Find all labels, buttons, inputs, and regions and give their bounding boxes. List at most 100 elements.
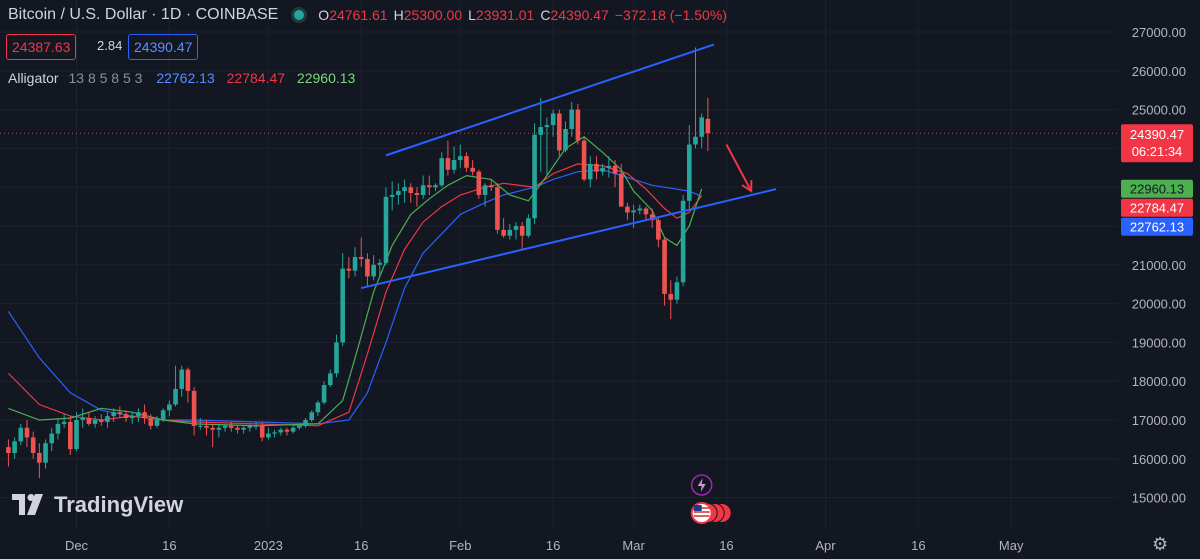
candle-body — [303, 420, 308, 426]
candle-body — [600, 167, 605, 172]
candle-body — [327, 373, 333, 386]
candle-body — [402, 187, 407, 192]
candle — [618, 163, 624, 207]
candle — [290, 425, 296, 434]
last-price-value: 24390.47 — [1130, 127, 1184, 142]
candle — [241, 425, 246, 434]
candle-body — [365, 258, 370, 277]
open-value: 24761.61 — [329, 7, 388, 23]
candle — [80, 408, 85, 428]
candle — [61, 414, 67, 428]
candle-body — [55, 423, 61, 434]
candle — [687, 125, 692, 211]
indicator-legend-alligator[interactable]: Alligator 13 8 5 8 5 3 22762.13 22784.47… — [8, 70, 355, 86]
arrow-head[interactable] — [741, 180, 753, 193]
candle — [185, 367, 191, 403]
x-axis[interactable]: Dec 16 2023 16 Feb 16 Mar 16 Apr 16 May — [65, 538, 1024, 553]
last-price-label — [1121, 124, 1193, 163]
candle-body — [519, 226, 525, 236]
jaw-price-value: 22762.13 — [1130, 220, 1184, 235]
drawings[interactable] — [361, 43, 777, 290]
candle-body — [371, 264, 376, 277]
candle — [668, 280, 674, 320]
candle — [637, 204, 643, 215]
candle — [105, 412, 110, 428]
candle — [680, 194, 686, 287]
candle-body — [470, 167, 475, 172]
candle — [12, 437, 17, 459]
alligator-lines — [7, 136, 703, 427]
candle — [117, 406, 123, 419]
lightning-icon[interactable] — [690, 474, 713, 496]
candle-body — [216, 427, 222, 430]
ohlc-open: O24761.61 — [318, 7, 387, 23]
candle-body — [111, 412, 116, 417]
candle-body — [445, 158, 451, 170]
candle — [259, 421, 265, 442]
candle-body — [253, 425, 259, 427]
sell-price-button[interactable]: 24387.63 — [6, 34, 77, 60]
candle — [37, 443, 42, 479]
indicator-name: Alligator — [8, 70, 59, 86]
candle — [24, 420, 30, 448]
trendline[interactable] — [385, 43, 715, 157]
candle-body — [235, 427, 240, 430]
candle-body — [532, 134, 537, 219]
candle — [699, 113, 704, 149]
low-value: 23931.01 — [475, 7, 535, 23]
tradingview-logo[interactable]: TradingView — [12, 492, 183, 518]
candle-body — [98, 420, 104, 422]
candle-body — [649, 214, 655, 221]
candle — [111, 408, 116, 422]
candle-body — [544, 125, 550, 128]
y-axis[interactable]: 15000.00 16000.00 17000.00 18000.00 19000.00… — [1132, 25, 1186, 506]
candle-body — [210, 427, 215, 430]
candle — [142, 404, 147, 424]
candle — [396, 183, 401, 205]
x-tick-label: 16 — [354, 538, 368, 553]
candle — [49, 427, 55, 452]
candle — [204, 420, 209, 436]
candle-body — [575, 109, 581, 141]
candle — [526, 214, 531, 238]
gear-icon[interactable]: ⚙ — [1152, 534, 1169, 554]
y-tick-label: 16000.00 — [1132, 452, 1186, 467]
event-markers[interactable] — [690, 474, 732, 524]
candle — [600, 163, 605, 176]
candle — [507, 224, 513, 240]
candle-body — [278, 429, 284, 433]
candle-body — [495, 187, 500, 230]
candle — [321, 381, 327, 405]
candle-body — [148, 418, 154, 426]
candle — [30, 431, 36, 459]
jaw-price-label — [1121, 217, 1193, 236]
candle — [18, 423, 24, 446]
candle — [612, 160, 618, 188]
candle-body — [352, 257, 358, 271]
candle-body — [86, 418, 92, 424]
candle-body — [123, 414, 129, 419]
us-flag-icon[interactable] — [690, 502, 732, 524]
buy-price-button[interactable]: 24390.47 — [128, 34, 199, 60]
symbol-title[interactable]: Bitcoin / U.S. Dollar · 1D · COINBASE — [8, 6, 279, 23]
candle — [445, 140, 451, 176]
candle-body — [557, 113, 562, 151]
arrow-line[interactable] — [725, 144, 753, 192]
candle-body — [160, 410, 166, 420]
candle-body — [247, 425, 253, 428]
teeth-price-value: 22784.47 — [1130, 201, 1184, 216]
x-tick-label: 16 — [546, 538, 560, 553]
candle — [693, 47, 698, 149]
close-label: C — [540, 7, 551, 23]
ohlc-high: H25300.00 — [394, 7, 463, 23]
candle-body — [612, 165, 618, 174]
candle-body — [6, 447, 11, 453]
trendline[interactable] — [361, 188, 777, 290]
candle-body — [30, 437, 36, 453]
x-tick-label: 16 — [719, 538, 733, 553]
change-value: −372.18 (−1.50%) — [614, 7, 727, 23]
candle-body — [563, 129, 568, 151]
candle — [358, 237, 364, 267]
x-tick-label: Feb — [449, 538, 471, 553]
